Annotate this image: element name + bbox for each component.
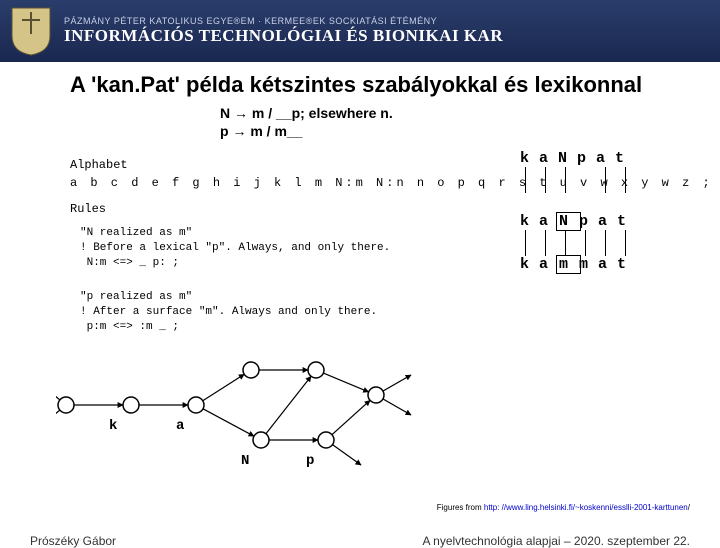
alignment-diagrams: kaNpat kaNpat kammat bbox=[520, 150, 670, 293]
svg-text:a: a bbox=[176, 418, 185, 434]
svg-text:k: k bbox=[109, 418, 117, 434]
align2-bot: kammat bbox=[520, 256, 670, 273]
figure-citation: Figures from http: //www.ling.helsinki.f… bbox=[437, 503, 690, 512]
phonological-rules: N → m / __p; elsewhere n. p → m / m__ bbox=[0, 104, 720, 140]
alignment-1: kaNpat bbox=[520, 150, 670, 193]
align2-top: kaNpat bbox=[520, 213, 670, 230]
alignment-2: kaNpat kammat bbox=[520, 213, 670, 273]
rules-heading: Rules bbox=[70, 202, 106, 216]
cite-prefix: Figures from bbox=[437, 503, 484, 512]
svg-text:p: p bbox=[306, 453, 314, 469]
header-bar: PÁZMÁNY PÉTER KATOLIKUS EGYE®EM · KERMEE… bbox=[0, 0, 720, 62]
svg-text:N: N bbox=[241, 453, 249, 469]
cite-link[interactable]: http: //www.ling.helsinki.fi/~koskenni/e… bbox=[484, 503, 688, 512]
cite-suffix: / bbox=[688, 503, 690, 512]
rule-line-2: p → m / m__ bbox=[220, 122, 720, 140]
rule-line-1: N → m / __p; elsewhere n. bbox=[220, 104, 720, 122]
rule-block-1: "N realized as m" ! Before a lexical "p"… bbox=[80, 226, 390, 271]
align1-top: kaNpat bbox=[520, 150, 670, 167]
align1-lines bbox=[520, 167, 670, 193]
footer-author: Prószéky Gábor bbox=[30, 534, 116, 548]
footer-date: A nyelvtechnológia alapjai – 2020. szept… bbox=[422, 534, 690, 548]
align2-lines bbox=[520, 230, 670, 256]
page-title: A 'kan.Pat' példa kétszintes szabályokka… bbox=[0, 62, 720, 104]
fst-graph: k a Np bbox=[56, 350, 426, 480]
header-text: PÁZMÁNY PÉTER KATOLIKUS EGYE®EM · KERMEE… bbox=[64, 16, 503, 46]
crest-icon bbox=[8, 5, 54, 57]
header-title: INFORMÁCIÓS TECHNOLÓGIAI ÉS BIONIKAI KAR bbox=[64, 26, 503, 46]
rule-block-2: "p realized as m" ! After a surface "m".… bbox=[80, 290, 377, 335]
header-subtitle: PÁZMÁNY PÉTER KATOLIKUS EGYE®EM · KERMEE… bbox=[64, 16, 503, 26]
alphabet-heading: Alphabet bbox=[70, 158, 128, 172]
